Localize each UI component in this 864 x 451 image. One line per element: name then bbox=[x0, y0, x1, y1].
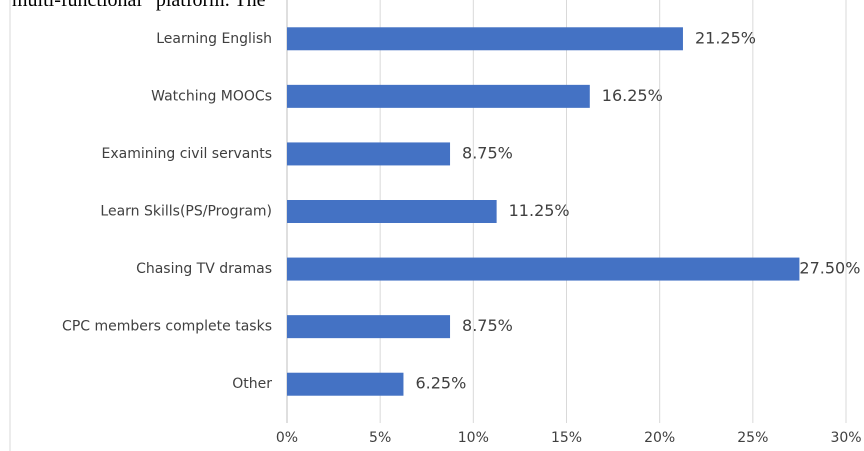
x-tick-label: 5% bbox=[369, 430, 391, 446]
value-label: 11.25% bbox=[509, 201, 570, 220]
value-label: 6.25% bbox=[415, 374, 466, 393]
y-tick-label: Learning English bbox=[156, 31, 272, 47]
bar bbox=[287, 142, 451, 166]
bar bbox=[287, 84, 590, 108]
x-tick-label: 0% bbox=[276, 430, 298, 446]
y-tick-label: Watching MOOCs bbox=[151, 88, 272, 104]
x-tick-label: 30% bbox=[830, 430, 861, 446]
bar bbox=[287, 315, 451, 339]
x-tick-label: 15% bbox=[551, 430, 582, 446]
x-tick-label: 20% bbox=[644, 430, 675, 446]
page-fragment: multi-functional” platform. The bbox=[12, 0, 266, 11]
value-label: 21.25% bbox=[695, 28, 756, 47]
y-tick-label: CPC members complete tasks bbox=[62, 319, 272, 335]
y-tick-label: Examining civil servants bbox=[102, 146, 273, 162]
bar bbox=[287, 257, 800, 281]
value-label: 16.25% bbox=[602, 86, 663, 105]
value-label: 8.75% bbox=[462, 316, 513, 335]
value-label: 8.75% bbox=[462, 143, 513, 162]
x-tick-label: 25% bbox=[737, 430, 768, 446]
y-tick-label: Chasing TV dramas bbox=[136, 261, 272, 277]
bar bbox=[287, 27, 683, 51]
bar bbox=[287, 200, 497, 223]
value-label: 27.50% bbox=[799, 259, 860, 278]
y-tick-label: Learn Skills(PS/Program) bbox=[100, 204, 272, 220]
bar bbox=[287, 372, 404, 396]
x-tick-label: 10% bbox=[458, 430, 489, 446]
y-tick-label: Other bbox=[232, 376, 272, 392]
